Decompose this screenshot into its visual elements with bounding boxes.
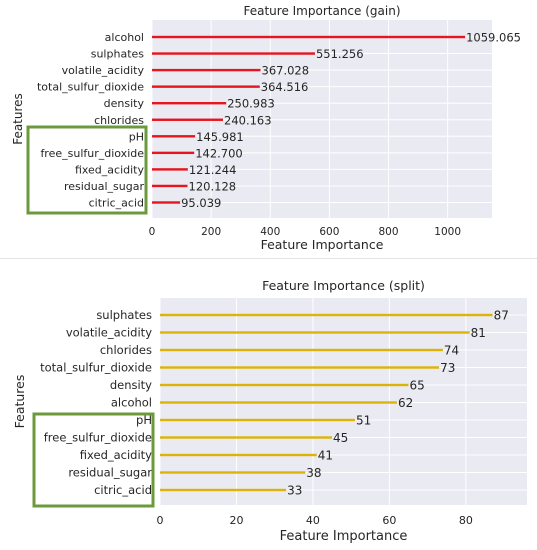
split-value-label-pH: 51 <box>356 414 371 428</box>
gain-bar-free_sulfur_dioxide <box>152 151 195 155</box>
split-category-labels: sulphates volatile_acidity chlorides total_… <box>40 308 152 497</box>
gain-value-label-pH: 145.981 <box>196 130 244 144</box>
gain-category-label-pH: pH <box>129 130 144 143</box>
gain-category-label-fixed_acidity: fixed_acidity <box>75 163 145 176</box>
split-chart: sulphates volatile_acidity chlorides total_… <box>12 278 527 544</box>
split-bars <box>160 313 493 492</box>
gain-bar-residual_sugar <box>152 184 188 188</box>
gain-highlight-box <box>26 125 148 215</box>
gain-value-label-density: 250.983 <box>227 97 275 111</box>
split-value-label-total_sulfur_dioxide: 73 <box>440 361 455 375</box>
split-x-tick-40: 40 <box>306 514 320 527</box>
split-x-axis-label: Feature Importance <box>280 529 408 544</box>
gain-chart: alcohol sulphates volatile_acidity total_su… <box>11 4 521 252</box>
split-value-label-chlorides: 74 <box>444 344 459 358</box>
gain-bars <box>152 35 466 204</box>
split-category-label-total_sulfur_dioxide: total_sulfur_dioxide <box>40 361 152 375</box>
split-bar-citric_acid <box>160 488 287 492</box>
gain-value-label-alcohol: 1059.065 <box>466 31 521 45</box>
split-highlight-box <box>32 412 155 508</box>
split-y-axis-label: Features <box>12 375 27 429</box>
split-value-label-sulphates: 87 <box>494 309 509 323</box>
gain-x-tick-400: 400 <box>260 226 280 238</box>
gain-x-tick-200: 200 <box>201 226 221 238</box>
split-bar-residual_sugar <box>160 471 306 474</box>
gain-bar-chlorides <box>152 118 224 121</box>
split-value-label-fixed_acidity: 41 <box>318 449 333 463</box>
gain-category-label-density: density <box>104 97 145 110</box>
split-bar-free_sulfur_dioxide <box>160 436 333 439</box>
split-bar-total_sulfur_dioxide <box>160 366 440 369</box>
split-x-tick-80: 80 <box>459 514 473 527</box>
split-x-tick-60: 60 <box>382 514 396 527</box>
gain-category-label-sulphates: sulphates <box>91 48 145 61</box>
gain-bar-citric_acid <box>152 201 181 204</box>
gain-value-label-fixed_acidity: 121.244 <box>189 163 237 177</box>
gain-category-label-total_sulfur_dioxide: total_sulfur_dioxide <box>37 81 144 94</box>
split-bar-sulphates <box>160 313 493 317</box>
split-bar-chlorides <box>160 348 443 352</box>
gain-x-tick-800: 800 <box>378 226 398 238</box>
gain-bar-total_sulfur_dioxide <box>152 85 260 88</box>
gain-value-label-sulphates: 551.256 <box>316 47 364 61</box>
gain-bar-alcohol <box>152 35 466 39</box>
gain-chart-title: Feature Importance (gain) <box>243 4 400 18</box>
split-category-label-free_sulfur_dioxide: free_sulfur_dioxide <box>44 431 152 445</box>
split-value-label-citric_acid: 33 <box>287 484 302 498</box>
split-category-label-alcohol: alcohol <box>111 396 152 410</box>
split-category-label-pH: pH <box>136 413 152 427</box>
gain-x-axis-label: Feature Importance <box>261 237 384 252</box>
split-category-label-volatile_acidity: volatile_acidity <box>66 326 152 340</box>
split-bar-volatile_acidity <box>160 331 470 334</box>
split-value-label-volatile_acidity: 81 <box>471 326 486 340</box>
gain-bar-fixed_acidity <box>152 168 188 171</box>
split-bar-density <box>160 383 409 387</box>
split-category-label-density: density <box>110 378 152 392</box>
gain-value-label-volatile_acidity: 367.028 <box>262 64 310 78</box>
split-x-tick-20: 20 <box>229 514 243 527</box>
split-chart-title: Feature Importance (split) <box>262 278 425 293</box>
split-value-label-alcohol: 62 <box>398 396 413 410</box>
gain-category-labels: alcohol sulphates volatile_acidity total_su… <box>37 31 145 210</box>
gain-value-label-free_sulfur_dioxide: 142.700 <box>195 146 243 160</box>
gain-category-label-chlorides: chlorides <box>94 114 144 127</box>
gain-category-label-free_sulfur_dioxide: free_sulfur_dioxide <box>40 147 144 160</box>
gain-x-ticks: 0 200 400 600 800 1000 <box>149 226 461 238</box>
split-value-label-free_sulfur_dioxide: 45 <box>333 431 348 445</box>
split-category-label-citric_acid: citric_acid <box>94 483 152 497</box>
gain-category-label-alcohol: alcohol <box>105 31 144 44</box>
gain-x-tick-600: 600 <box>319 226 339 238</box>
gain-value-label-chlorides: 240.163 <box>224 113 272 127</box>
gain-value-label-citric_acid: 95.039 <box>181 196 221 210</box>
split-category-label-chlorides: chlorides <box>100 343 152 357</box>
gain-y-axis-label: Features <box>11 93 25 145</box>
gain-value-label-residual_sugar: 120.128 <box>189 179 237 193</box>
split-bar-fixed_acidity <box>160 453 317 457</box>
gain-bar-density <box>152 102 227 105</box>
split-category-label-residual_sugar: residual_sugar <box>68 466 152 480</box>
split-value-label-density: 65 <box>409 379 424 393</box>
gain-value-label-total_sulfur_dioxide: 364.516 <box>261 80 309 94</box>
gain-category-label-citric_acid: citric_acid <box>89 197 144 210</box>
gain-bar-sulphates <box>152 52 315 55</box>
split-value-label-residual_sugar: 38 <box>306 466 321 480</box>
split-category-label-fixed_acidity: fixed_acidity <box>80 448 152 462</box>
chart-divider <box>0 258 537 259</box>
split-category-label-sulphates: sulphates <box>96 308 152 322</box>
split-x-tick-0: 0 <box>157 514 164 527</box>
gain-x-tick-0: 0 <box>149 226 156 238</box>
gain-bar-pH <box>152 135 196 138</box>
gain-category-label-residual_sugar: residual_sugar <box>64 180 145 193</box>
gain-category-label-volatile_acidity: volatile_acidity <box>62 64 145 77</box>
gain-bar-volatile_acidity <box>152 68 261 72</box>
gain-value-labels: 1059.065 551.256 367.028 364.516 250.983 240.… <box>181 31 521 211</box>
split-x-ticks: 0 20 40 60 80 <box>157 514 473 527</box>
split-bar-pH <box>160 418 355 422</box>
split-bar-alcohol <box>160 401 398 404</box>
gain-x-tick-1000: 1000 <box>434 226 461 238</box>
